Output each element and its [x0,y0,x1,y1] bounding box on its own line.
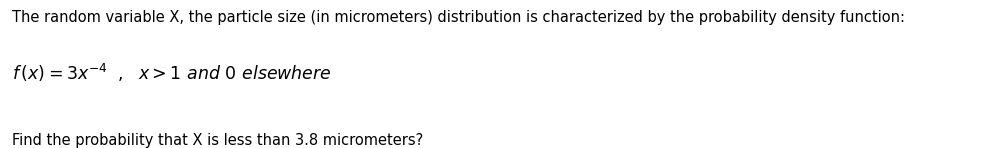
Text: The random variable X, the particle size (in micrometers) distribution is charac: The random variable X, the particle size… [12,10,905,25]
Text: $\mathit{f}\,\mathit{(x)} = \mathit{3x}^{-4}\ \ ,\ \ \mathit{x>1\ and\ 0\ elsewh: $\mathit{f}\,\mathit{(x)} = \mathit{3x}^… [12,62,332,84]
Text: Find the probability that X is less than 3.8 micrometers?: Find the probability that X is less than… [12,133,423,148]
